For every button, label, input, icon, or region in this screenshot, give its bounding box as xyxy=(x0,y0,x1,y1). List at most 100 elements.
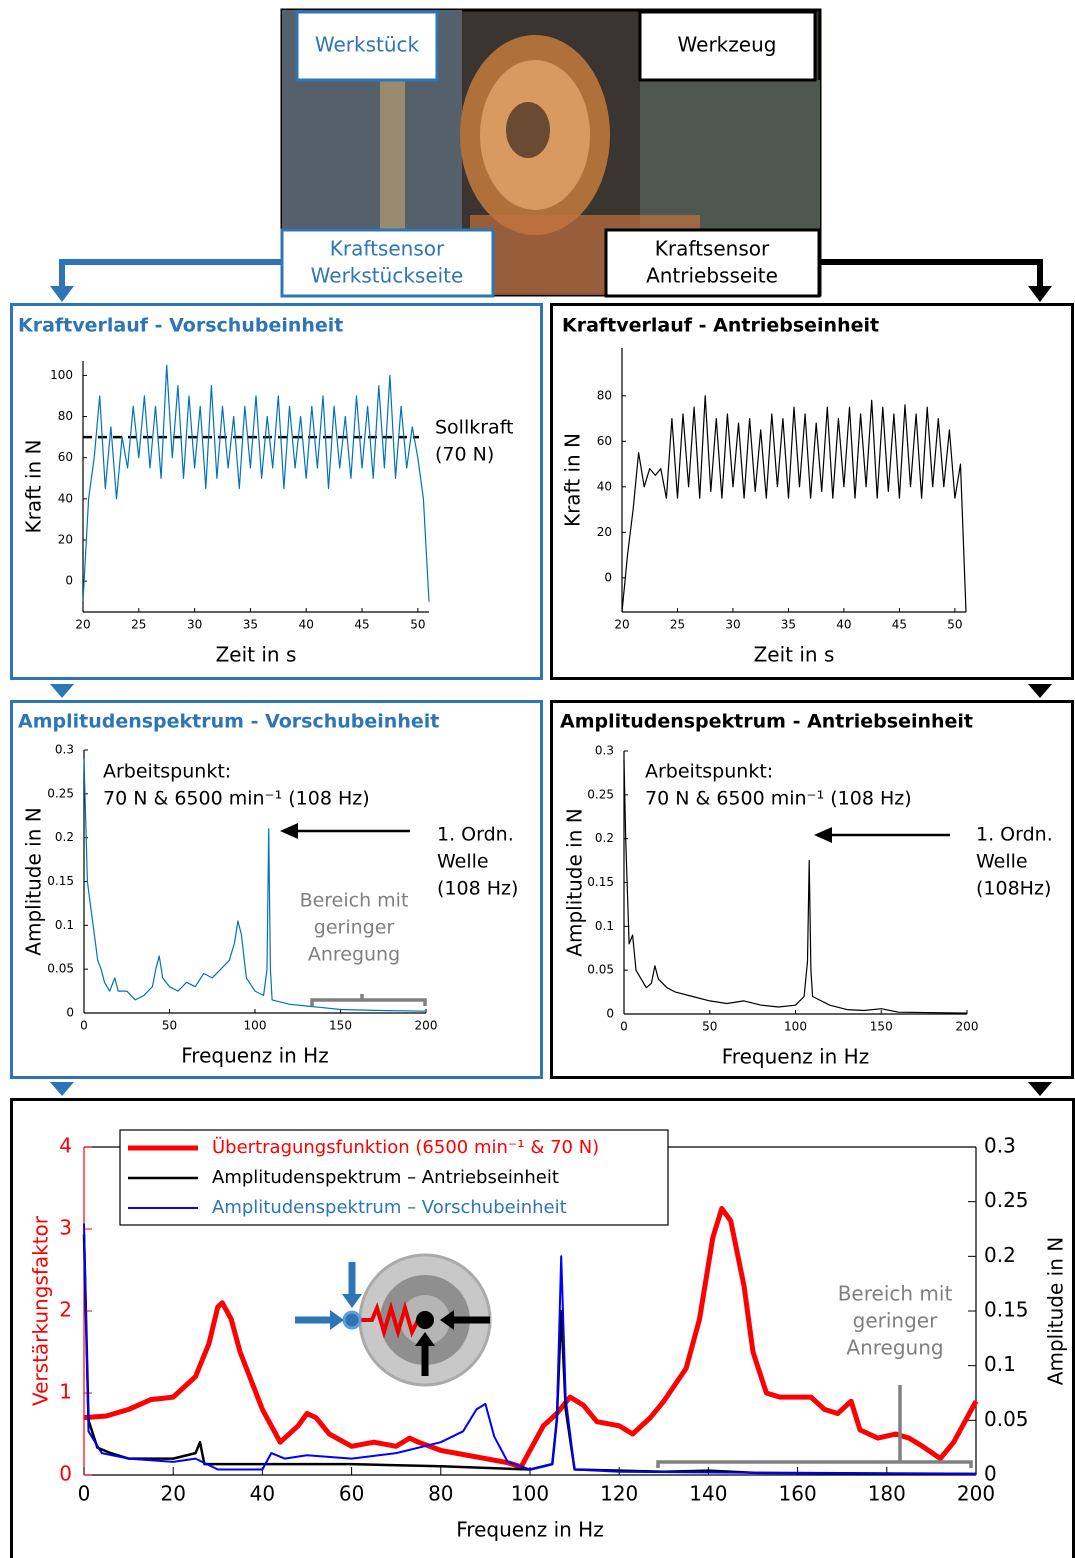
x-axis-label: Zeit in s xyxy=(216,643,297,667)
chart-title: Amplitudenspektrum - Vorschubeinheit xyxy=(18,711,439,733)
x-axis-label: Zeit in s xyxy=(754,643,835,667)
connector xyxy=(820,259,1043,288)
x-tick-label: 200 xyxy=(957,1482,995,1506)
series-line xyxy=(83,758,427,1012)
annotation: Arbeitspunkt: xyxy=(103,761,231,783)
x-tick-label: 60 xyxy=(339,1482,364,1506)
legend-box xyxy=(119,1129,669,1226)
y-axis-label: Kraft in N xyxy=(22,439,46,533)
x-tick-label: 25 xyxy=(131,617,146,631)
x-tick-label: 35 xyxy=(781,617,796,631)
x-tick-label: 0 xyxy=(620,1019,628,1033)
x-tick-label: 50 xyxy=(947,617,962,631)
annotation: geringer xyxy=(314,917,395,939)
series-line xyxy=(623,759,968,1014)
annotation: geringer xyxy=(853,1309,938,1333)
annotation: (108Hz) xyxy=(976,878,1051,900)
y-tick-label: 0.2 xyxy=(55,830,74,844)
x-tick-label: 160 xyxy=(779,1482,817,1506)
inset-icon xyxy=(295,1253,492,1387)
y-tick-label: 80 xyxy=(597,388,612,402)
x-tick-label: 30 xyxy=(725,617,740,631)
y-tick-label: 0 xyxy=(604,570,612,584)
x-tick-label: 40 xyxy=(250,1482,275,1506)
y-tick-label: 20 xyxy=(597,525,612,539)
annotation: Bereich mit xyxy=(300,890,409,912)
x-tick-label: 0 xyxy=(78,1482,91,1506)
annotation: Anregung xyxy=(308,944,400,966)
annotation: 70 N & 6500 min⁻¹ (108 Hz) xyxy=(645,788,912,810)
y-tick-label: 2 xyxy=(59,1298,72,1322)
panel xyxy=(10,303,543,680)
annotation-arrowhead xyxy=(280,823,298,839)
x-tick-label: 50 xyxy=(162,1018,177,1032)
y-tick-label: 3 xyxy=(59,1216,72,1240)
y-tick-label: 100 xyxy=(50,368,73,382)
x-tick-label: 20 xyxy=(75,617,90,631)
y-tick-label: 40 xyxy=(597,479,612,493)
photo-label: Werkstück xyxy=(315,33,420,57)
y-tick-label: 0.1 xyxy=(595,919,614,933)
arrowhead xyxy=(50,1082,74,1096)
y-tick-label: 0.15 xyxy=(47,874,74,888)
x-tick-label: 50 xyxy=(410,617,425,631)
x-tick-label: 30 xyxy=(187,617,202,631)
x-tick-label: 45 xyxy=(354,617,369,631)
sensor-label: Werkstückseite xyxy=(311,264,464,288)
label-box xyxy=(295,10,439,82)
x-tick-label: 200 xyxy=(956,1019,979,1033)
series-line xyxy=(621,395,967,613)
y2-tick-label: 0.3 xyxy=(984,1134,1016,1158)
x-tick-label: 150 xyxy=(329,1018,352,1032)
x-tick-label: 0 xyxy=(80,1018,88,1032)
y-axis-label: Verstärkungsfaktor xyxy=(29,1215,53,1406)
chart-title: Kraftverlauf - Vorschubeinheit xyxy=(18,315,343,337)
y-tick-label: 0.3 xyxy=(595,744,614,758)
y2-axis-label: Amplitude in N xyxy=(1044,1237,1068,1385)
legend-label: Amplitudenspektrum – Vorschubeinheit xyxy=(212,1197,567,1218)
x-tick-label: 150 xyxy=(870,1019,893,1033)
y-tick-label: 0 xyxy=(65,574,73,588)
arrowhead xyxy=(1028,684,1052,698)
x-tick-label: 50 xyxy=(702,1019,717,1033)
annotation: (108 Hz) xyxy=(437,878,518,900)
x-axis-label: Frequenz in Hz xyxy=(722,1045,869,1069)
range-bracket xyxy=(310,994,427,1006)
annotation: 1. Ordn. xyxy=(976,824,1053,846)
y-tick-label: 4 xyxy=(59,1134,72,1158)
sensor-label: Kraftsensor xyxy=(330,237,445,261)
x-tick-label: 20 xyxy=(614,617,629,631)
x-axis-label: Frequenz in Hz xyxy=(181,1044,328,1068)
y-tick-label: 0.25 xyxy=(587,787,614,801)
sensor-box xyxy=(604,228,821,298)
y-axis-label: Amplitude in N xyxy=(563,808,587,956)
arrowhead xyxy=(50,684,74,698)
arrowhead xyxy=(50,286,74,302)
range-bracket xyxy=(656,1385,973,1468)
x-tick-label: 120 xyxy=(600,1482,638,1506)
annotation: 1. Ordn. xyxy=(437,824,514,846)
annotation: 70 N & 6500 min⁻¹ (108 Hz) xyxy=(103,788,370,810)
x-tick-label: 20 xyxy=(160,1482,185,1506)
label-box xyxy=(638,10,817,82)
y-tick-label: 0.05 xyxy=(587,963,614,977)
panel xyxy=(10,700,543,1079)
y2-tick-label: 0.2 xyxy=(984,1243,1016,1267)
legend-label: Übertragungsfunktion (6500 min⁻¹ & 70 N) xyxy=(212,1136,599,1158)
annotation: Anregung xyxy=(846,1336,943,1360)
y-axis-label: Amplitude in N xyxy=(22,807,46,955)
panel xyxy=(550,303,1074,680)
x-tick-label: 25 xyxy=(670,617,685,631)
arrowhead xyxy=(1028,1082,1052,1096)
sensor-box xyxy=(280,228,495,298)
x-tick-label: 100 xyxy=(511,1482,549,1506)
y-tick-label: 0 xyxy=(59,1462,72,1486)
x-tick-label: 100 xyxy=(784,1019,807,1033)
y-axis-label: Kraft in N xyxy=(561,433,585,527)
legend-label: Amplitudenspektrum – Antriebseinheit xyxy=(212,1167,559,1188)
x-tick-label: 35 xyxy=(243,617,258,631)
x-tick-label: 140 xyxy=(689,1482,727,1506)
panel xyxy=(10,1098,1075,1558)
y2-tick-label: 0 xyxy=(984,1462,997,1486)
